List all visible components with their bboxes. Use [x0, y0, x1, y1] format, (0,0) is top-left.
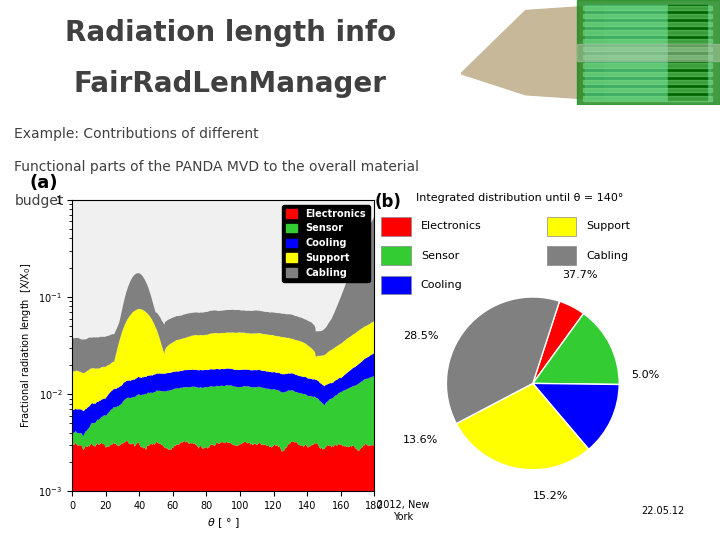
Text: Cabling: Cabling — [586, 251, 629, 261]
Text: Radiation length info: Radiation length info — [65, 19, 396, 48]
Text: Functional parts of the PANDA MVD to the overall material: Functional parts of the PANDA MVD to the… — [14, 160, 419, 174]
Text: 28.5%: 28.5% — [402, 331, 438, 341]
Bar — [582, 47, 712, 51]
Bar — [577, 0, 720, 105]
Text: Integrated distribution until θ = 140°: Integrated distribution until θ = 140° — [416, 193, 624, 204]
Text: 5.0%: 5.0% — [631, 370, 660, 380]
Text: 15.2%: 15.2% — [532, 491, 568, 501]
Bar — [582, 72, 712, 76]
Text: 37.7%: 37.7% — [562, 271, 598, 280]
Text: Support: Support — [586, 221, 631, 231]
Bar — [582, 96, 712, 100]
Bar — [582, 80, 712, 84]
Text: Electronics: Electronics — [420, 221, 482, 231]
Text: Example: Contributions of different: Example: Contributions of different — [14, 127, 259, 141]
Text: Cooling: Cooling — [420, 280, 462, 290]
Text: 13.6%: 13.6% — [403, 435, 438, 444]
Bar — [582, 39, 712, 43]
FancyBboxPatch shape — [381, 246, 411, 265]
Text: (a): (a) — [30, 174, 58, 192]
FancyBboxPatch shape — [546, 246, 577, 265]
Bar — [585, 5, 710, 100]
Bar — [582, 30, 712, 35]
Bar — [668, 5, 707, 100]
Bar — [577, 44, 720, 61]
Wedge shape — [533, 314, 619, 384]
X-axis label: $\theta$ [ $\degree$ ]: $\theta$ [ $\degree$ ] — [207, 517, 240, 530]
Bar — [582, 88, 712, 92]
Wedge shape — [456, 383, 589, 470]
Wedge shape — [533, 301, 584, 383]
Text: FairRadLenManager: FairRadLenManager — [74, 70, 387, 98]
Legend: Electronics, Sensor, Cooling, Support, Cabling: Electronics, Sensor, Cooling, Support, C… — [282, 205, 369, 282]
Bar — [582, 63, 712, 68]
Text: 2012, New
York: 2012, New York — [377, 500, 429, 522]
Bar — [582, 14, 712, 18]
Wedge shape — [446, 297, 559, 423]
Text: (b): (b) — [374, 193, 401, 211]
FancyBboxPatch shape — [381, 276, 411, 294]
Bar — [582, 55, 712, 59]
Y-axis label: Fractional radiation length  [X/X$_0$]: Fractional radiation length [X/X$_0$] — [19, 263, 32, 428]
Polygon shape — [461, 5, 603, 100]
Wedge shape — [533, 383, 619, 449]
Bar — [582, 6, 712, 10]
Bar — [582, 22, 712, 26]
FancyBboxPatch shape — [546, 217, 577, 235]
FancyBboxPatch shape — [381, 217, 411, 235]
Text: 16: 16 — [11, 116, 29, 129]
Text: budget: budget — [14, 194, 64, 208]
Text: Sensor: Sensor — [420, 251, 459, 261]
Text: 22.05.12: 22.05.12 — [641, 506, 684, 516]
